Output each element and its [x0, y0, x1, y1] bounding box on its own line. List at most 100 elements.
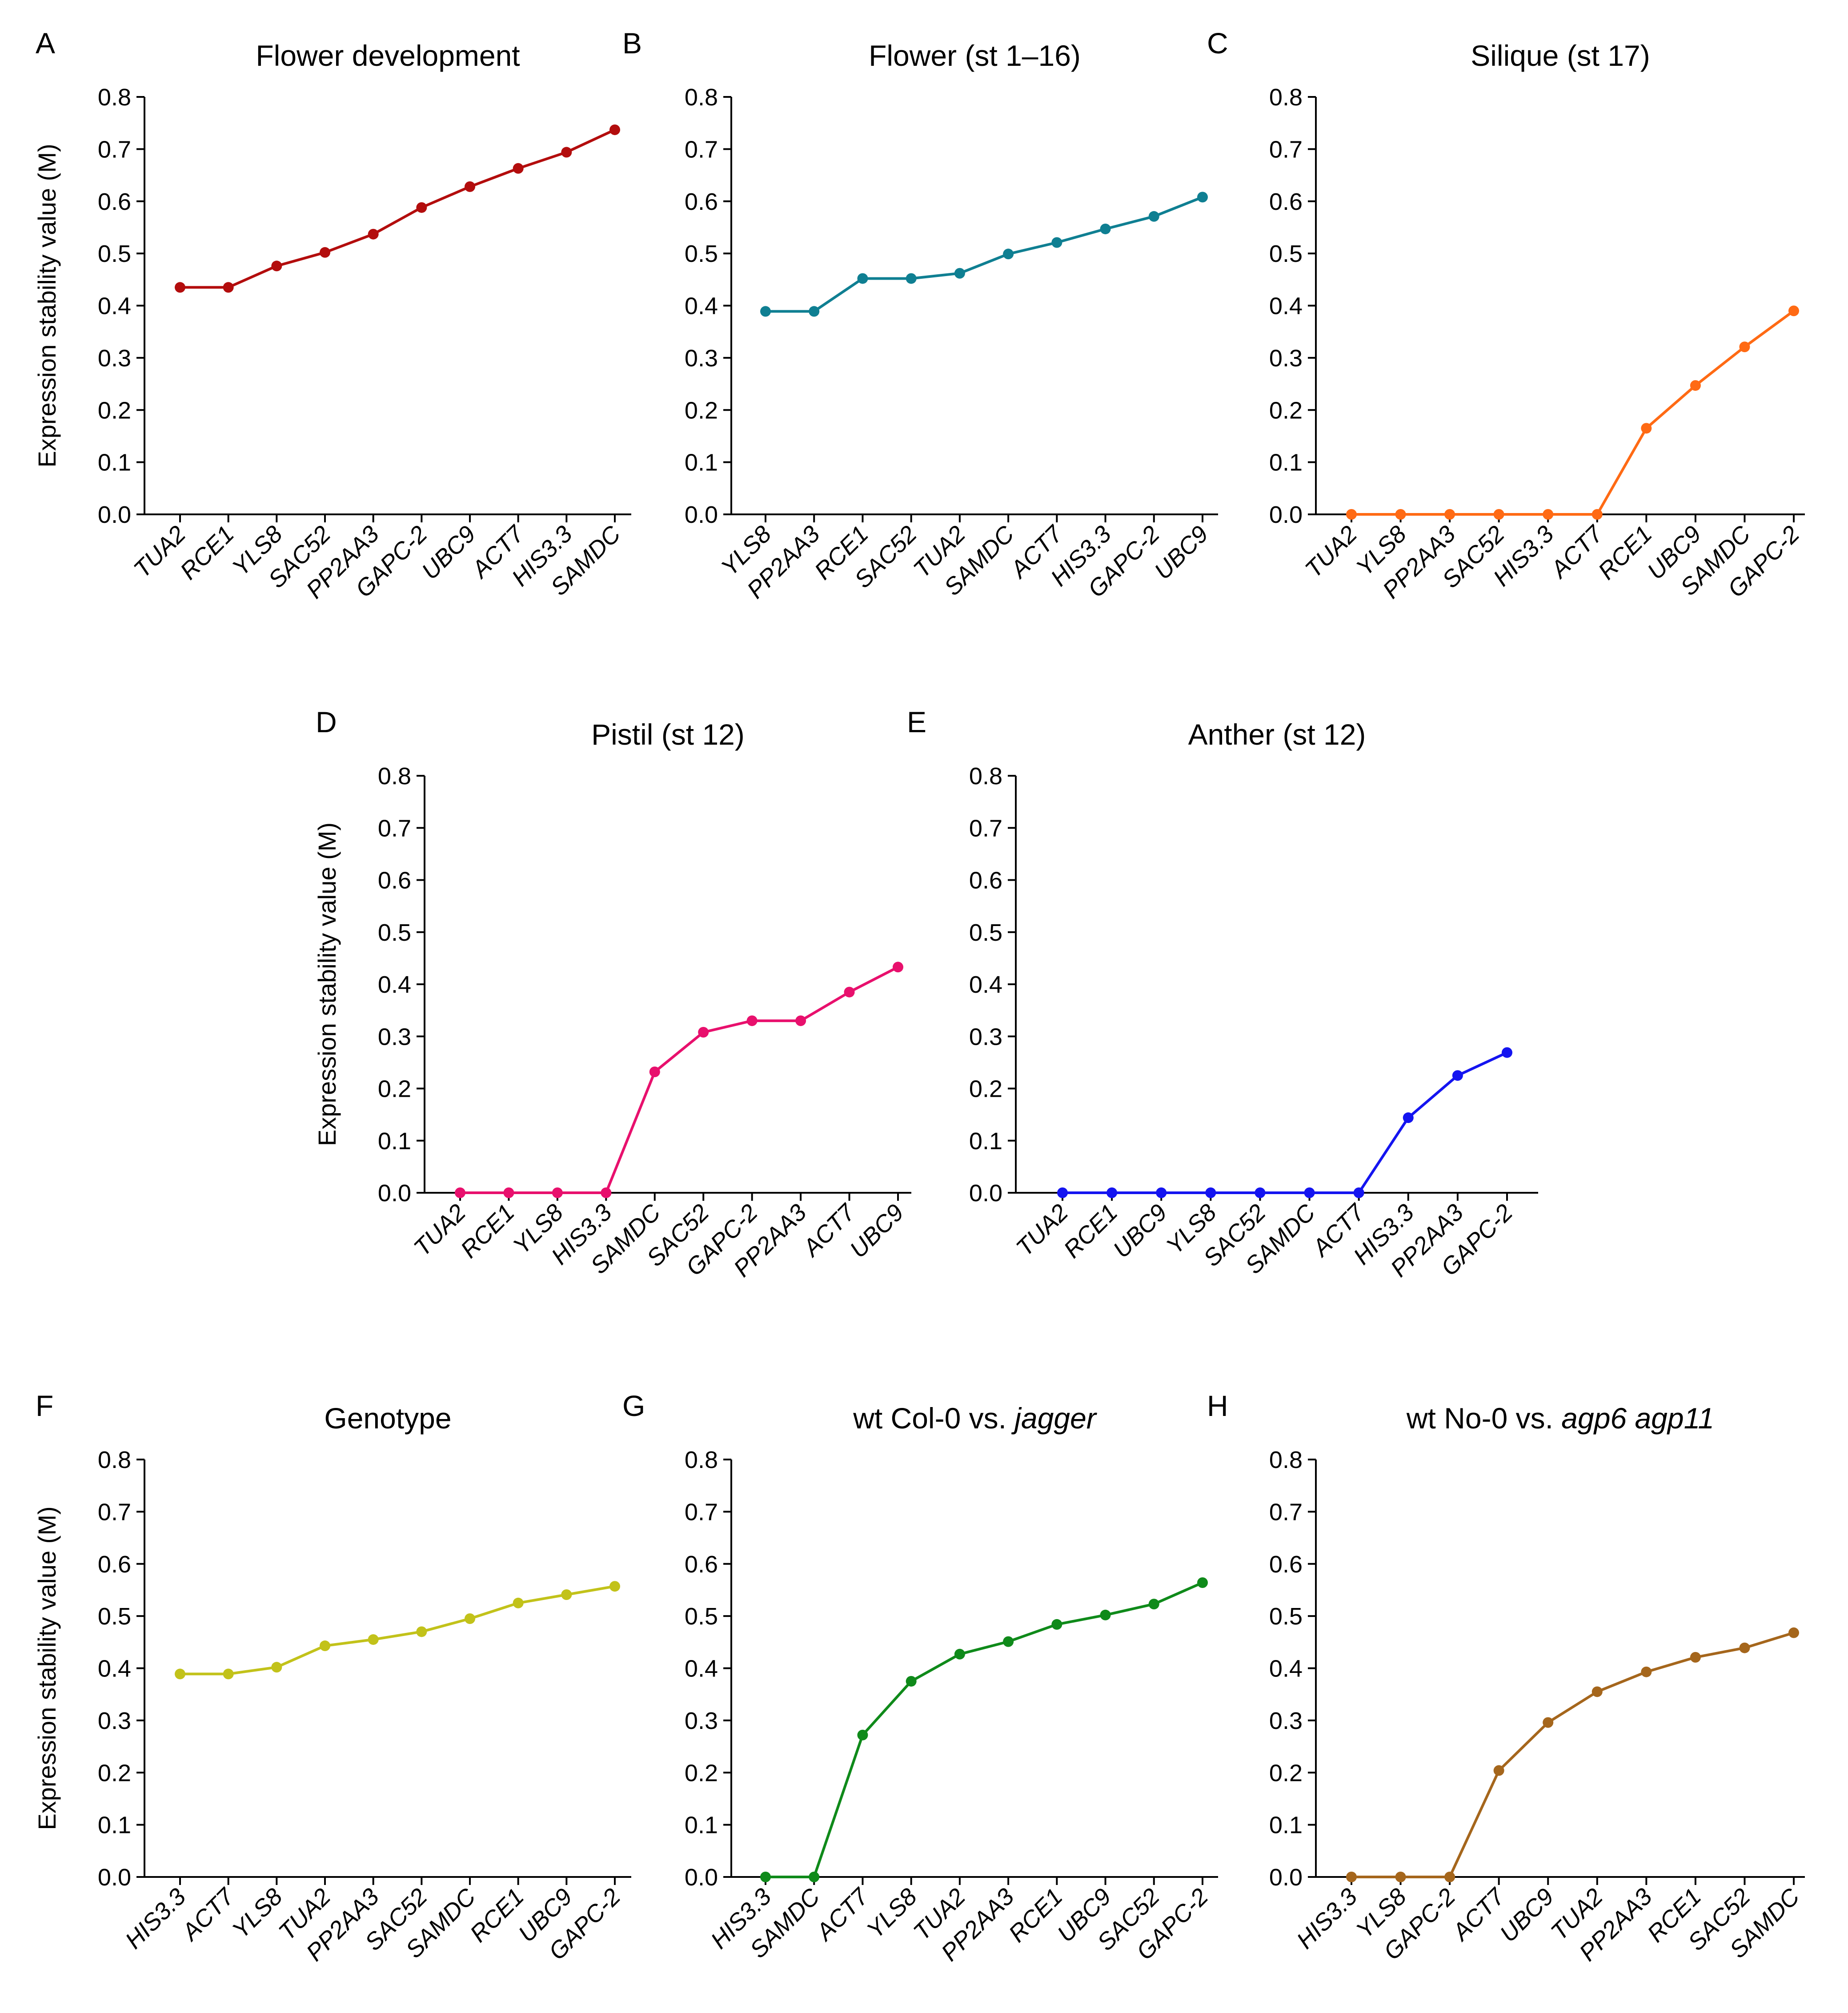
y-tick-label-f: 0.0 — [98, 1864, 131, 1891]
data-point-c — [1641, 423, 1652, 434]
data-point-e — [1502, 1047, 1512, 1058]
data-point-e — [1452, 1070, 1463, 1081]
data-point-a — [465, 181, 475, 192]
x-tick-label-c: RCE1 — [1593, 521, 1657, 585]
y-tick-label-d: 0.5 — [378, 919, 411, 946]
y-tick-label-c: 0.0 — [1269, 501, 1303, 528]
panel-letter-c: C — [1207, 27, 1228, 60]
data-point-g — [1051, 1619, 1062, 1630]
x-tick-label-a: RCE1 — [175, 521, 239, 585]
x-tick-label-d: UBC9 — [845, 1199, 909, 1263]
data-point-h — [1690, 1652, 1701, 1663]
data-point-h — [1739, 1642, 1750, 1653]
data-point-c — [1543, 509, 1554, 520]
series-line-g — [766, 1581, 1203, 1878]
panel-letter-h: H — [1207, 1389, 1228, 1422]
y-tick-label-d: 0.7 — [378, 815, 411, 842]
data-point-c — [1739, 341, 1750, 353]
x-tick-label-d: ACT7 — [797, 1199, 861, 1263]
y-tick-label-e: 0.7 — [969, 815, 1002, 842]
y-tick-label-f: 0.7 — [98, 1499, 131, 1525]
data-point-d — [649, 1066, 660, 1077]
data-point-g — [760, 1872, 771, 1882]
series-line-e — [1062, 1051, 1508, 1194]
x-tick-label-c: ACT7 — [1545, 520, 1609, 584]
y-tick-label-h: 0.8 — [1269, 1447, 1303, 1473]
data-point-a — [416, 202, 427, 213]
panel-letter-d: D — [316, 706, 337, 738]
y-tick-label-c: 0.7 — [1269, 136, 1303, 163]
data-point-g — [1100, 1609, 1111, 1620]
data-point-b — [1197, 192, 1208, 203]
y-tick-label-e: 0.5 — [969, 919, 1002, 946]
data-point-f — [368, 1634, 379, 1645]
panel-letter-b: B — [622, 27, 642, 60]
panel-c: C Silique (st 17) 0.0 0.1 0.2 0.3 0.4 0.5 0.6 0.7… — [1207, 27, 1805, 604]
data-point-h — [1543, 1717, 1554, 1728]
y-tick-label-b: 0.7 — [685, 136, 718, 163]
y-tick-label-a: 0.2 — [98, 397, 131, 424]
data-point-h — [1788, 1627, 1799, 1638]
y-tick-label-a: 0.4 — [98, 293, 131, 320]
series-line-c — [1351, 309, 1795, 516]
y-tick-label-g: 0.5 — [685, 1603, 718, 1630]
y-tick-label-g: 0.2 — [685, 1760, 718, 1786]
data-point-d — [601, 1187, 612, 1198]
data-point-c — [1690, 380, 1701, 391]
y-tick-label-c: 0.8 — [1269, 84, 1303, 111]
data-point-a — [368, 229, 379, 240]
x-tick-label-e: RCE1 — [1058, 1199, 1122, 1263]
data-point-b — [1148, 211, 1159, 222]
data-point-g — [1197, 1577, 1208, 1588]
y-tick-label-h: 0.7 — [1269, 1499, 1303, 1525]
data-point-a — [513, 163, 524, 174]
y-tick-label-h: 0.3 — [1269, 1708, 1303, 1734]
y-tick-label-g: 0.7 — [685, 1499, 718, 1525]
y-tick-label-f: 0.5 — [98, 1603, 131, 1630]
x-tick-label-e: UBC9 — [1108, 1199, 1172, 1263]
data-point-a — [561, 147, 572, 158]
panel-title-b: Flower (st 1–16) — [869, 39, 1081, 72]
y-tick-label-h: 0.2 — [1269, 1760, 1303, 1786]
y-tick-label-c: 0.6 — [1269, 188, 1303, 215]
x-tick-label-h: HIS3.3 — [1291, 1883, 1362, 1954]
y-tick-label-d: 0.8 — [378, 763, 411, 790]
x-tick-label-a: TUA2 — [128, 521, 191, 583]
data-point-d — [795, 1015, 806, 1027]
data-point-e — [1304, 1187, 1315, 1198]
y-tick-label-e: 0.3 — [969, 1023, 1002, 1050]
data-point-g — [857, 1729, 868, 1740]
y-tick-label-e: 0.6 — [969, 867, 1002, 894]
y-tick-label-g: 0.0 — [685, 1864, 718, 1891]
data-point-f — [223, 1668, 234, 1680]
y-tick-label-e: 0.8 — [969, 763, 1002, 790]
y-tick-label-a: 0.1 — [98, 449, 131, 476]
panel-b: B Flower (st 1–16) 0.0 0.1 0.2 0.3 0.4 0.5 0.6 0.… — [622, 27, 1218, 604]
x-tick-label-f: HIS3.3 — [120, 1883, 191, 1954]
y-tick-label-h: 0.5 — [1269, 1603, 1303, 1630]
data-point-g — [1003, 1636, 1014, 1647]
data-point-f — [609, 1581, 620, 1592]
data-point-e — [1156, 1187, 1167, 1198]
y-tick-label-f: 0.6 — [98, 1551, 131, 1578]
y-tick-label-e: 0.4 — [969, 971, 1002, 998]
data-point-c — [1444, 509, 1455, 520]
data-point-f — [271, 1662, 282, 1673]
data-point-h — [1444, 1872, 1455, 1882]
y-tick-label-g: 0.6 — [685, 1551, 718, 1578]
data-point-b — [760, 306, 771, 317]
panel-e: E Anther (st 12) 0.0 0.1 0.2 0.3 0.4 0.5 0.6 0.7 0… — [907, 706, 1538, 1282]
y-tick-label-a: 0.7 — [98, 136, 131, 163]
panel-d: D Pistil (st 12) 0.0 0.1 0.2 0.3 0.4 0.5 0.6 0.7 0… — [313, 706, 911, 1282]
x-tick-label-g: YLS8 — [862, 1883, 922, 1944]
y-tick-label-g: 0.1 — [685, 1812, 718, 1839]
data-point-d — [746, 1015, 758, 1027]
data-point-a — [175, 282, 185, 293]
y-tick-label-b: 0.0 — [685, 501, 718, 528]
data-point-d — [698, 1027, 709, 1038]
data-point-e — [1106, 1187, 1118, 1198]
y-tick-label-d: 0.0 — [378, 1180, 411, 1207]
y-tick-label-b: 0.3 — [685, 345, 718, 372]
data-point-b — [1003, 249, 1014, 260]
